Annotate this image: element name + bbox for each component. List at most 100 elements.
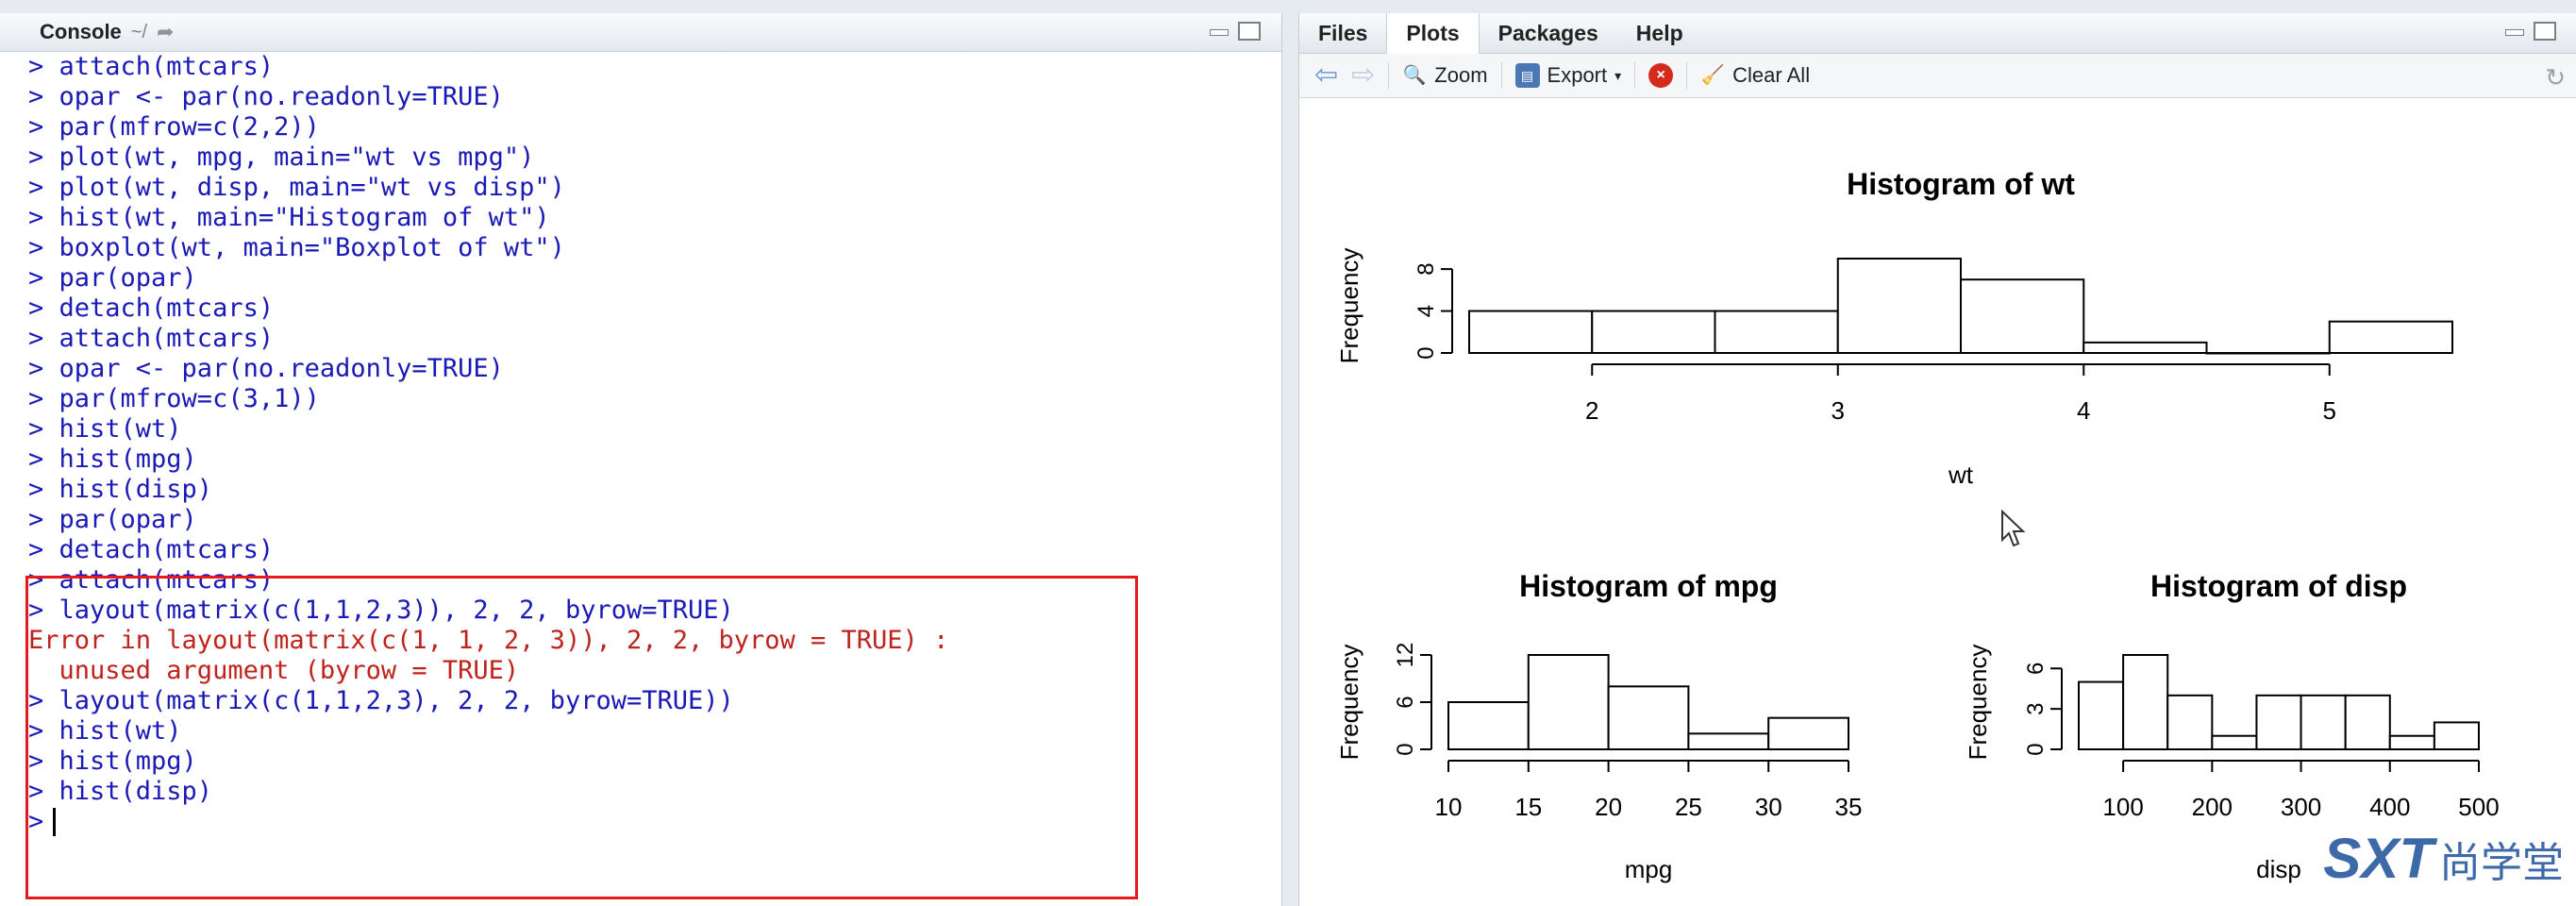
console-line: > plot(wt, mpg, main="wt vs mpg") bbox=[28, 143, 535, 172]
x-tick-label: 300 bbox=[2281, 793, 2321, 821]
histogram-bar bbox=[1447, 701, 1530, 750]
magnifier-icon: 🔍 bbox=[1402, 65, 1427, 86]
back-arrow-icon[interactable]: ⇦ bbox=[1314, 59, 1339, 91]
x-tick-label: 35 bbox=[1835, 793, 1863, 821]
histogram-bar bbox=[1527, 654, 1610, 750]
x-axis-label: wt bbox=[1948, 461, 1974, 489]
histogram-bar bbox=[2328, 320, 2453, 355]
console-line: > par(mfrow=c(2,2)) bbox=[28, 112, 320, 142]
plots-tabbar: Files Plots Packages Help bbox=[1299, 13, 2576, 54]
refresh-icon[interactable]: ↻ bbox=[2545, 63, 2566, 92]
tab-plots[interactable]: Plots bbox=[1386, 13, 1480, 54]
toolbar-separator bbox=[1634, 62, 1636, 89]
console-input-line[interactable]: > bbox=[28, 807, 1281, 837]
x-tick-label: 30 bbox=[1755, 793, 1782, 821]
plots-pane: Files Plots Packages Help ⇦ ⇨ 🔍 Zoom ▤ E… bbox=[1298, 13, 2576, 906]
histogram-bar bbox=[1687, 732, 1770, 750]
tab-files[interactable]: Files bbox=[1318, 20, 1368, 45]
x-tick-label: 200 bbox=[2192, 793, 2233, 821]
console-line: > hist(disp) bbox=[28, 777, 213, 806]
maximize-icon[interactable] bbox=[1238, 22, 1261, 41]
console-line: > par(opar) bbox=[28, 263, 197, 293]
histogram-bar bbox=[1607, 685, 1690, 750]
zoom-button[interactable]: 🔍 Zoom bbox=[1402, 63, 1488, 88]
chart-title: Histogram of disp bbox=[2150, 569, 2407, 603]
toolbar-separator bbox=[1388, 62, 1390, 89]
histogram-bar bbox=[1960, 278, 2085, 355]
watermark-logo: SXT 尚学堂 bbox=[2323, 826, 2564, 891]
y-tick-label: 3 bbox=[2023, 702, 2049, 714]
console-line: > par(mfrow=c(3,1)) bbox=[28, 384, 320, 413]
console-line: > boxplot(wt, main="Boxplot of wt") bbox=[28, 233, 565, 262]
y-tick-label: 0 bbox=[2023, 743, 2049, 755]
console-line: > hist(mpg) bbox=[28, 445, 197, 474]
console-line: > hist(wt) bbox=[28, 414, 182, 444]
histogram-bar bbox=[2078, 680, 2125, 750]
histogram-bar bbox=[2211, 734, 2258, 751]
console-window-controls bbox=[1208, 22, 1261, 41]
text-caret bbox=[53, 808, 57, 836]
tab-packages[interactable]: Packages bbox=[1497, 20, 1598, 45]
mouse-pointer-icon bbox=[2001, 510, 2026, 547]
forward-arrow-icon[interactable]: ⇨ bbox=[1351, 59, 1376, 91]
export-icon: ▤ bbox=[1514, 63, 1540, 88]
x-tick-label: 2 bbox=[1585, 396, 1598, 425]
x-axis-label: mpg bbox=[1625, 855, 1673, 883]
x-tick-label: 100 bbox=[2102, 793, 2143, 821]
y-tick-label: 0 bbox=[1413, 346, 1439, 359]
y-axis-label: Frequency bbox=[1335, 248, 1363, 364]
maximize-icon[interactable] bbox=[2534, 22, 2556, 41]
console-error-line: unused argument (byrow = TRUE) bbox=[28, 656, 520, 685]
y-tick-label: 12 bbox=[1393, 643, 1418, 668]
x-axis-label: disp bbox=[2256, 855, 2301, 883]
tab-help[interactable]: Help bbox=[1635, 20, 1683, 45]
console-prompt: > bbox=[28, 807, 44, 836]
histogram-bar bbox=[2255, 694, 2302, 750]
plots-window-controls bbox=[2503, 22, 2556, 41]
histogram-bar bbox=[2344, 694, 2391, 750]
plots-toolbar: ⇦ ⇨ 🔍 Zoom ▤ Export ▾ × 🧹 Clear All ↻ bbox=[1299, 54, 2576, 98]
x-tick-label: 400 bbox=[2369, 793, 2410, 821]
console-line: > opar <- par(no.readonly=TRUE) bbox=[28, 354, 504, 383]
y-tick-label: 4 bbox=[1413, 305, 1439, 317]
y-tick-label: 0 bbox=[1393, 743, 1418, 755]
y-tick-label: 6 bbox=[1393, 696, 1418, 708]
minimize-icon[interactable] bbox=[1208, 22, 1230, 39]
minimize-icon[interactable] bbox=[2503, 22, 2526, 39]
toolbar-separator bbox=[1686, 62, 1688, 89]
console-line: > layout(matrix(c(1,1,2,3), 2, 2, byrow=… bbox=[28, 686, 734, 715]
console-line: > hist(wt, main="Histogram of wt") bbox=[28, 203, 550, 232]
clear-all-label: Clear All bbox=[1732, 63, 1811, 87]
x-tick-label: 500 bbox=[2458, 793, 2499, 821]
histogram-bar bbox=[2122, 654, 2169, 750]
histogram-bar bbox=[1767, 716, 1850, 751]
plot-area: Histogram of wt 2 3 4 5 0 4 8 wt Frequency Histogr… bbox=[1335, 167, 2500, 883]
console-path: ~/ bbox=[130, 21, 148, 42]
histogram-bar bbox=[2433, 721, 2481, 751]
chart-title: Histogram of wt bbox=[1847, 167, 2075, 201]
console-line: > attach(mtcars) bbox=[28, 52, 275, 81]
dropdown-caret-icon: ▾ bbox=[1614, 67, 1622, 83]
y-tick-label: 8 bbox=[1413, 262, 1439, 275]
go-to-directory-icon[interactable]: ➦ bbox=[157, 20, 175, 43]
histogram-bar bbox=[1591, 310, 1716, 354]
export-button[interactable]: ▤ Export ▾ bbox=[1514, 63, 1622, 88]
console-tab[interactable]: Console ~/ ➦ bbox=[26, 13, 187, 51]
histogram-bar bbox=[2388, 734, 2435, 751]
histogram-bar bbox=[2205, 352, 2331, 355]
console-output[interactable]: > attach(mtcars) > opar <- par(no.readonl… bbox=[0, 52, 1281, 837]
console-error-line: Error in layout(matrix(c(1, 1, 2, 3)), 2… bbox=[28, 626, 949, 655]
clear-all-button[interactable]: 🧹 Clear All bbox=[1700, 63, 1810, 88]
console-line: > opar <- par(no.readonly=TRUE) bbox=[28, 82, 504, 111]
histogram-bar bbox=[2083, 341, 2208, 354]
console-line: > attach(mtcars) bbox=[28, 324, 275, 353]
remove-plot-button[interactable]: × bbox=[1648, 63, 1674, 88]
console-line: > detach(mtcars) bbox=[28, 535, 275, 564]
console-line: > detach(mtcars) bbox=[28, 294, 275, 323]
console-line: > hist(wt) bbox=[28, 716, 182, 746]
x-tick-label: 20 bbox=[1595, 793, 1622, 821]
broom-icon: 🧹 bbox=[1700, 65, 1725, 86]
toolbar-separator bbox=[1500, 62, 1502, 89]
console-line: > hist(mpg) bbox=[28, 747, 197, 776]
x-tick-label: 3 bbox=[1832, 396, 1845, 425]
